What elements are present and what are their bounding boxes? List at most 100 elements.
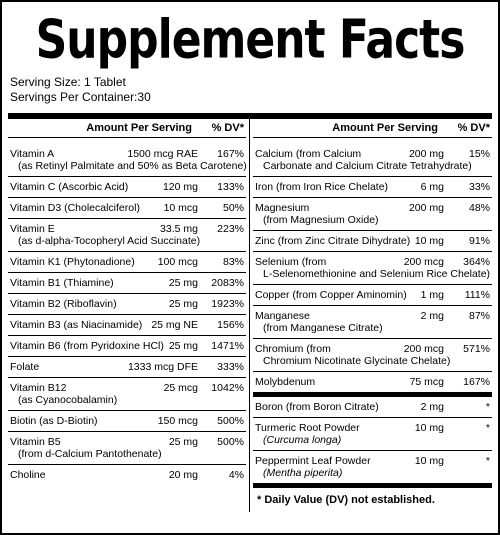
left-column: Amount Per Serving % DV* Vitamin A 1500 mcg… — [8, 119, 250, 512]
title: Supplement Facts — [35, 8, 466, 72]
nutrient-dv: 500% — [217, 415, 244, 427]
nutrient-name: Vitamin C (Ascorbic Acid) — [10, 181, 129, 193]
nutrient-row: Copper (from Copper Aminomin) 1 mg 111% — [253, 285, 492, 306]
nutrient-row: Vitamin B1 (Thiamine) 25 mg 2083% — [8, 273, 246, 294]
nutrient-name: Vitamin B6 (from Pyridoxine HCl) — [10, 340, 164, 352]
nutrient-amount: 150 mcg — [157, 415, 198, 427]
nutrient-name: Vitamin B1 (Thiamine) — [10, 277, 114, 289]
nutrient-dv: 1471% — [211, 340, 244, 352]
nutrient-dv: * — [485, 455, 490, 467]
nutrient-amount: 6 mg — [420, 181, 444, 193]
nutrient-name: Vitamin B12 — [10, 382, 67, 394]
nutrient-row: Molybdenum 75 mcg 167% — [253, 372, 492, 392]
nutrient-line: Vitamin B5 25 mg 500% — [10, 436, 244, 448]
nutrient-name: Turmeric Root Powder — [255, 422, 360, 434]
serving-info: Serving Size: 1 Tablet Servings Per Cont… — [10, 75, 151, 105]
nutrient-line: Vitamin B12 25 mcg 1042% — [10, 382, 244, 394]
nutrient-rows: Boron (from Boron Citrate) 2 mg * Turmeric … — [253, 392, 492, 483]
nutrient-row: Boron (from Boron Citrate) 2 mg * — [253, 397, 492, 418]
nutrient-line: Vitamin B3 (as Niacinamide) 25 mg NE 156% — [10, 319, 244, 331]
nutrient-name: Molybdenum — [255, 376, 316, 388]
nutrient-line: Chromium (from 200 mcg 571% — [255, 343, 490, 355]
nutrient-line: Vitamin B6 (from Pyridoxine HCl) 25 mg 147… — [10, 340, 244, 352]
nutrient-row: Zinc (from Zinc Citrate Dihydrate) 10 mg 9… — [253, 231, 492, 252]
servings-per-container: Servings Per Container:30 — [10, 90, 151, 104]
nutrient-name: Peppermint Leaf Powder — [255, 455, 371, 467]
nutrient-name: Biotin (as D-Biotin) — [10, 415, 98, 427]
nutrient-name: Chromium (from — [255, 343, 331, 355]
nutrient-dv: 1923% — [211, 298, 244, 310]
nutrient-name: Vitamin D3 (Cholecalciferol) — [10, 202, 140, 214]
nutrient-dv: 111% — [464, 289, 490, 301]
nutrient-name: Copper (from Copper Aminomin) — [255, 289, 407, 301]
nutrient-name: Zinc (from Zinc Citrate Dihydrate) — [255, 235, 411, 247]
nutrient-row: Vitamin E 33.5 mg 223% (as d-alpha-Tocopher… — [8, 219, 246, 252]
nutrient-dv: * — [485, 422, 490, 434]
nutrient-row: Folate 1333 mcg DFE 333% — [8, 357, 246, 378]
nutrient-dv: 87% — [468, 310, 490, 322]
nutrient-amount: 1333 mcg DFE — [127, 361, 198, 373]
column-header: Amount Per Serving % DV* — [8, 119, 246, 138]
dv-header: % DV* — [457, 122, 490, 134]
nutrient-row: Peppermint Leaf Powder 10 mg * (Mentha pipe… — [253, 451, 492, 483]
nutrient-row: Biotin (as D-Biotin) 150 mcg 500% — [8, 411, 246, 432]
nutrient-line: Calcium (from Calcium 200 mg 15% — [255, 148, 490, 160]
nutrient-dv: 1042% — [211, 382, 244, 394]
nutrient-line: Copper (from Copper Aminomin) 1 mg 111% — [255, 289, 490, 301]
nutrient-amount: 25 mcg — [163, 382, 198, 394]
nutrient-detail: Chromium Nicotinate Glycinate Chelate) — [263, 355, 451, 367]
nutrient-name: Vitamin B2 (Riboflavin) — [10, 298, 117, 310]
nutrient-name: Vitamin E — [10, 223, 55, 235]
nutrient-line: Vitamin K1 (Phytonadione) 100 mcg 83% — [10, 256, 244, 268]
right-column: Amount Per Serving % DV* Calcium (from Cal… — [250, 119, 492, 512]
nutrient-dv: 500% — [217, 436, 244, 448]
nutrient-name: Vitamin B5 — [10, 436, 61, 448]
nutrient-amount: 200 mg — [408, 148, 444, 160]
nutrient-row: Vitamin B5 25 mg 500% (from d-Calcium Panto… — [8, 432, 246, 465]
nutrient-row: Vitamin B6 (from Pyridoxine HCl) 25 mg 147… — [8, 336, 246, 357]
nutrient-amount: 200 mg — [408, 202, 444, 214]
nutrient-dv: 167% — [217, 148, 244, 160]
nutrient-line: Manganese 2 mg 87% — [255, 310, 490, 322]
nutrient-line: Vitamin B1 (Thiamine) 25 mg 2083% — [10, 277, 244, 289]
nutrient-amount: 25 mg — [168, 277, 198, 289]
nutrient-line: Vitamin E 33.5 mg 223% — [10, 223, 244, 235]
nutrient-amount: 10 mcg — [163, 202, 198, 214]
nutrient-line: Biotin (as D-Biotin) 150 mcg 500% — [10, 415, 244, 427]
nutrient-amount: 25 mg — [168, 436, 198, 448]
nutrient-dv: 156% — [217, 319, 244, 331]
nutrient-dv: 33% — [468, 181, 490, 193]
nutrient-detail: (Curcuma longa) — [263, 434, 342, 446]
nutrient-detail: (Mentha piperita) — [263, 467, 343, 479]
nutrient-rows: Vitamin A 1500 mcg RAE 167% (as Retinyl Pal… — [8, 138, 247, 485]
nutrient-dv: 223% — [217, 223, 244, 235]
nutrient-amount: 200 mcg — [403, 256, 444, 268]
nutrient-row: Magnesium 200 mg 48% (from Magnesium Oxide) — [253, 198, 492, 231]
nutrient-row: Iron (from Iron Rice Chelate) 6 mg 33% — [253, 177, 492, 198]
nutrient-line: Selenium (from 200 mcg 364% — [255, 256, 490, 268]
nutrient-dv: 2083% — [211, 277, 244, 289]
nutrient-dv: 571% — [463, 343, 490, 355]
nutrient-dv: 333% — [217, 361, 244, 373]
nutrient-row: Calcium (from Calcium 200 mg 15% Carbonate … — [253, 144, 492, 177]
nutrient-dv: 4% — [228, 469, 244, 481]
nutrient-row: Vitamin B2 (Riboflavin) 25 mg 1923% — [8, 294, 246, 315]
nutrient-row: Turmeric Root Powder 10 mg * (Curcuma longa… — [253, 418, 492, 451]
nutrient-detail: Carbonate and Calcium Citrate Tetrahydra… — [263, 160, 472, 172]
nutrient-dv: 133% — [217, 181, 244, 193]
nutrient-name: Boron (from Boron Citrate) — [255, 401, 379, 413]
nutrient-dv: * — [485, 401, 490, 413]
nutrient-rows: Calcium (from Calcium 200 mg 15% Carbonate … — [253, 138, 492, 392]
nutrient-row: Choline 20 mg 4% — [8, 465, 246, 485]
nutrient-row: Selenium (from 200 mcg 364% L-Selenomethion… — [253, 252, 492, 285]
nutrient-amount: 120 mg — [162, 181, 198, 193]
nutrient-name: Manganese — [255, 310, 310, 322]
nutrient-line: Vitamin A 1500 mcg RAE 167% — [10, 148, 244, 160]
nutrient-row: Vitamin C (Ascorbic Acid) 120 mg 133% — [8, 177, 246, 198]
column-header: Amount Per Serving % DV* — [253, 119, 492, 138]
nutrient-amount: 200 mcg — [403, 343, 444, 355]
dv-header: % DV* — [211, 122, 244, 134]
nutrient-line: Boron (from Boron Citrate) 2 mg * — [255, 401, 490, 413]
nutrient-name: Vitamin K1 (Phytonadione) — [10, 256, 135, 268]
